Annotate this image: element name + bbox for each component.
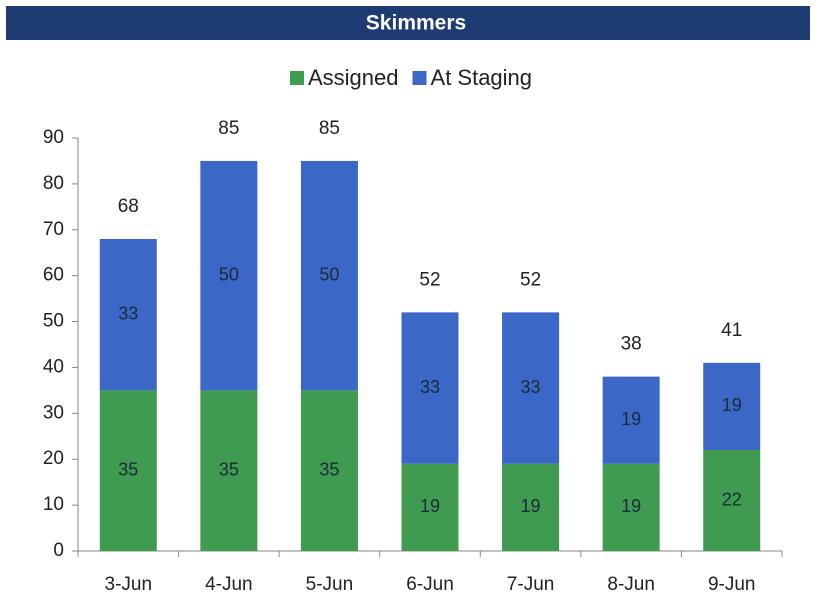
y-tick-label: 70 <box>43 219 64 240</box>
bar-segment <box>200 160 258 391</box>
legend-label: At Staging <box>431 65 533 90</box>
segment-label: 35 <box>219 459 239 479</box>
segment-label: 19 <box>521 496 541 516</box>
bar-segment <box>401 312 459 464</box>
total-label: 41 <box>721 320 742 341</box>
bar-segment <box>99 238 157 391</box>
segment-label: 19 <box>621 496 641 516</box>
segment-label: 33 <box>420 377 440 397</box>
bar-segment <box>502 312 560 464</box>
x-tick-label: 3-Jun <box>105 574 153 595</box>
x-tick-label: 5-Jun <box>306 574 354 595</box>
bar-segment <box>300 390 358 551</box>
x-tick-label: 9-Jun <box>708 574 756 595</box>
segment-label: 19 <box>722 395 742 415</box>
bar-segment <box>703 450 761 551</box>
x-tick-label: 4-Jun <box>205 574 253 595</box>
segment-label: 50 <box>219 264 239 284</box>
y-tick-label: 60 <box>43 265 64 286</box>
segment-label: 50 <box>319 264 339 284</box>
total-label: 85 <box>319 118 340 139</box>
total-label: 38 <box>621 334 642 355</box>
segment-label: 35 <box>319 459 339 479</box>
total-label: 85 <box>218 118 239 139</box>
y-tick-label: 90 <box>43 127 64 148</box>
title-banner <box>6 6 810 40</box>
legend-swatch <box>412 71 427 85</box>
total-label: 68 <box>118 196 139 217</box>
legend-swatch <box>290 71 304 85</box>
chart-title: Skimmers <box>366 12 466 35</box>
segment-label: 33 <box>521 377 541 397</box>
y-tick-label: 40 <box>43 356 64 377</box>
y-tick-label: 0 <box>53 540 64 561</box>
y-tick-label: 30 <box>43 402 64 423</box>
y-tick-label: 50 <box>43 311 64 332</box>
bar-segment <box>200 390 258 551</box>
bar-segment <box>99 390 157 551</box>
y-tick-label: 20 <box>43 448 64 469</box>
segment-label: 19 <box>420 496 440 516</box>
segment-label: 22 <box>722 489 742 509</box>
bar-segment <box>300 160 358 391</box>
bar-segment <box>602 376 660 464</box>
bar-segment <box>703 362 761 451</box>
bar-segment <box>602 463 660 551</box>
segment-label: 19 <box>621 409 641 429</box>
y-tick-label: 10 <box>43 494 64 515</box>
bar-segment <box>401 463 459 551</box>
segment-label: 33 <box>118 303 138 323</box>
total-label: 52 <box>419 269 440 290</box>
total-label: 52 <box>520 269 541 290</box>
segment-label: 35 <box>118 459 138 479</box>
x-tick-label: 7-Jun <box>507 574 555 595</box>
x-tick-label: 8-Jun <box>607 574 655 595</box>
y-tick-label: 80 <box>43 173 64 194</box>
bar-segment <box>502 463 560 551</box>
legend-label: Assigned <box>308 65 399 90</box>
x-tick-label: 6-Jun <box>406 574 454 595</box>
